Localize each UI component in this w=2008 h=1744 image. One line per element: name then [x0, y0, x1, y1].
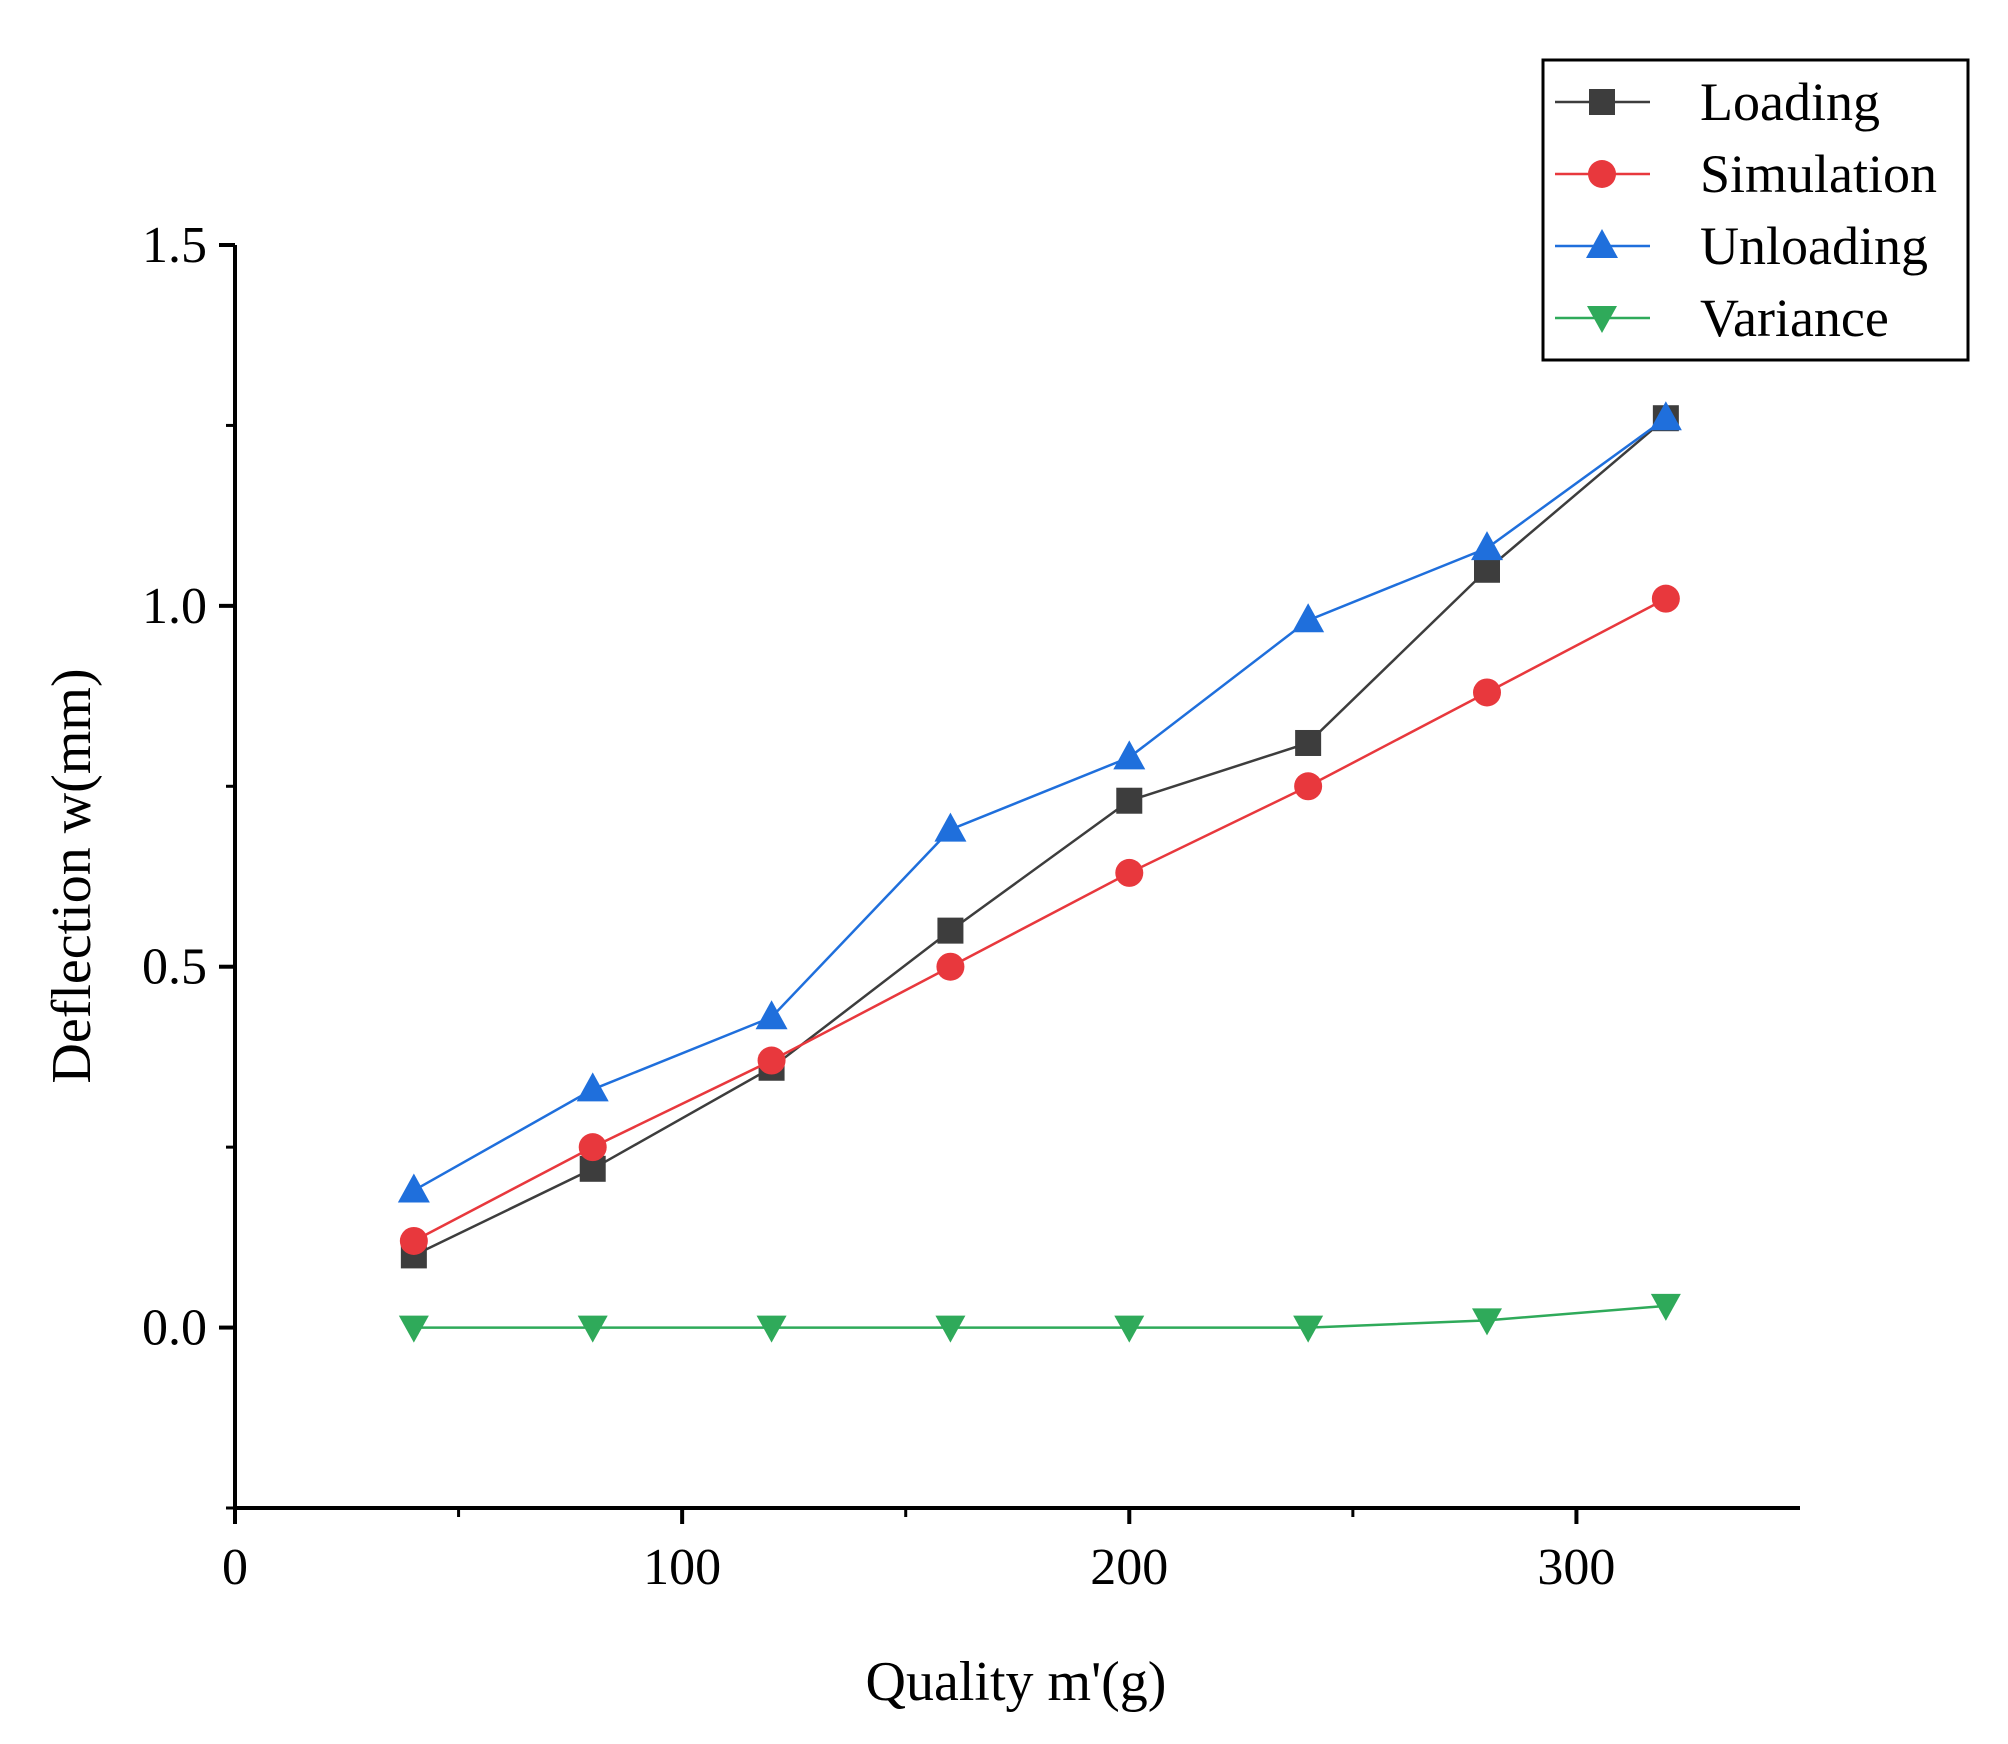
- data-point-simulation: [578, 1133, 607, 1162]
- data-point-variance: [1293, 1315, 1324, 1343]
- series-line-loading: [413, 417, 1667, 1257]
- ticks: [219, 243, 1579, 1524]
- legend-marker-variance: [1587, 306, 1617, 333]
- data-point-unloading: [1113, 740, 1146, 770]
- data-point-variance: [935, 1315, 966, 1343]
- data-point-simulation: [757, 1046, 786, 1075]
- legend-item-simulation: Simulation: [1555, 144, 1937, 204]
- data-point-unloading: [934, 812, 967, 842]
- series-line-unloading: [413, 417, 1667, 1192]
- legend: Loading Simulation Unloading Variance: [1541, 58, 1970, 362]
- data-point-loading: [1116, 787, 1143, 814]
- data-point-simulation: [1115, 858, 1144, 887]
- series-line-simulation: [413, 597, 1667, 1243]
- data-point-simulation: [1294, 772, 1323, 801]
- legend-marker-unloading: [1586, 229, 1618, 258]
- legend-items: Loading Simulation Unloading Variance: [1555, 72, 1937, 348]
- series-variance: [398, 1293, 1681, 1343]
- x-tick-label: 200: [1090, 1539, 1168, 1596]
- data-point-unloading: [1649, 401, 1682, 431]
- data-point-simulation: [936, 952, 965, 981]
- legend-label-unloading: Unloading: [1700, 216, 1928, 276]
- legend-marker-loading: [1589, 89, 1615, 115]
- data-point-simulation: [1651, 584, 1680, 613]
- legend-label-variance: Variance: [1700, 288, 1889, 348]
- data-point-unloading: [1292, 603, 1325, 633]
- data-point-unloading: [576, 1072, 609, 1102]
- series-simulation: [399, 584, 1680, 1255]
- data-point-unloading: [755, 1000, 788, 1030]
- series-layer: [397, 401, 1682, 1343]
- y-tick-label: 1.5: [142, 217, 207, 274]
- data-point-variance: [398, 1315, 429, 1343]
- data-point-unloading: [397, 1173, 430, 1203]
- legend-item-loading: Loading: [1555, 72, 1880, 132]
- x-tick-label: 0: [222, 1539, 248, 1596]
- data-point-loading: [1295, 729, 1322, 756]
- y-tick-label: 1.0: [142, 578, 207, 635]
- data-point-variance: [1114, 1315, 1145, 1343]
- data-point-variance: [1472, 1308, 1502, 1336]
- y-axis-title: Deflection w(mm): [41, 668, 103, 1083]
- data-point-variance: [1650, 1293, 1681, 1321]
- data-point-unloading: [1471, 531, 1503, 561]
- data-point-loading: [937, 917, 964, 944]
- data-point-variance: [756, 1315, 787, 1343]
- legend-label-simulation: Simulation: [1700, 144, 1937, 204]
- axes: [233, 245, 1800, 1510]
- series-line-variance: [413, 1304, 1666, 1329]
- x-tick-label: 300: [1537, 1539, 1615, 1596]
- legend-label-loading: Loading: [1700, 72, 1880, 132]
- data-point-simulation: [399, 1226, 428, 1255]
- legend-item-unloading: Unloading: [1555, 216, 1928, 276]
- x-axis-title: Quality m'(g): [866, 1651, 1167, 1713]
- y-tick-label: 0.5: [142, 939, 207, 996]
- data-point-variance: [577, 1315, 608, 1343]
- y-tick-label: 0.0: [142, 1300, 207, 1357]
- data-point-simulation: [1473, 678, 1501, 707]
- legend-marker-simulation: [1588, 160, 1616, 188]
- legend-item-variance: Variance: [1555, 288, 1889, 348]
- series-loading: [400, 405, 1679, 1269]
- tick-labels: 0 100 200 300 0.0 0.5 1.0 1.5: [142, 217, 1615, 1596]
- x-tick-label: 100: [643, 1539, 721, 1596]
- series-unloading: [397, 401, 1682, 1203]
- data-point-loading: [1474, 556, 1500, 583]
